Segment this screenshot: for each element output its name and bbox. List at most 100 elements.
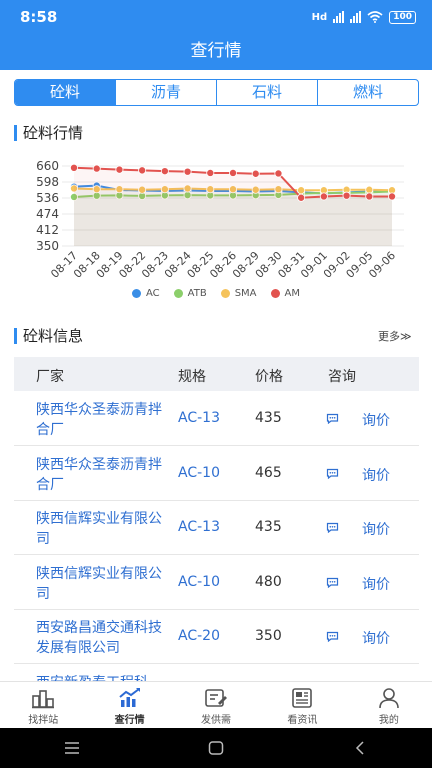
table-header: 厂家 规格 价格 咨询 — [14, 357, 419, 391]
chart-legend: AC ATB SMA AM — [0, 288, 432, 299]
info-section-title: 砼料信息 — [14, 327, 83, 345]
row-maker[interactable]: 陕西华众圣泰沥青拌合厂 — [36, 456, 162, 493]
data-point — [365, 185, 374, 194]
row-maker[interactable]: 陕西信辉实业有限公司 — [36, 565, 162, 602]
row-maker[interactable]: 陕西华众圣泰沥青拌合厂 — [36, 402, 162, 438]
data-point — [319, 192, 328, 201]
legend-label: SMA — [234, 288, 257, 299]
home-icon[interactable] — [208, 741, 224, 755]
market-section-title: 砼料行情 — [14, 124, 83, 142]
data-point — [160, 185, 169, 194]
row-spec: AC-10 — [178, 573, 220, 590]
table-row[interactable]: 西安路昌通交通科技发展有限公司 AC-20 350 询价 — [14, 610, 419, 664]
data-point — [138, 166, 147, 175]
data-point — [115, 185, 124, 194]
more-link[interactable]: 更多≫ — [378, 330, 412, 343]
data-point — [70, 192, 79, 201]
row-price: 435 — [255, 410, 282, 426]
data-point — [138, 185, 147, 194]
tab-concrete[interactable]: 砼料 — [15, 80, 116, 105]
y-tick-label: 598 — [36, 175, 59, 189]
table-row[interactable]: 陕西信辉实业有限公司 AC-10 480 询价 — [14, 556, 419, 610]
nav-item-post-demand[interactable]: 发供需 — [173, 682, 259, 728]
legend-item-ac[interactable]: AC — [132, 288, 160, 299]
data-point — [342, 191, 351, 200]
price-chart-svg: 66059853647441235008-1708-1808-1908-2208… — [36, 159, 404, 281]
legend-item-am[interactable]: AM — [270, 288, 300, 299]
data-point — [70, 184, 79, 193]
row-spec: AC-10 — [178, 464, 220, 481]
status-time: 8:58 — [20, 8, 58, 26]
nav-item-news[interactable]: 看资讯 — [259, 682, 345, 728]
legend-dot — [270, 289, 280, 298]
row-spec: AC-13 — [178, 410, 220, 426]
data-point — [92, 185, 101, 194]
legend-item-sma[interactable]: SMA — [220, 288, 257, 299]
data-point — [274, 169, 283, 178]
data-point — [251, 169, 260, 178]
inquiry-link[interactable]: 询价 — [362, 522, 390, 538]
signal-icon-2 — [350, 11, 362, 23]
data-point — [206, 168, 215, 177]
series-area-ac — [74, 185, 392, 246]
nav-item-profile[interactable]: 我的 — [346, 682, 432, 728]
nav-item-market[interactable]: 查行情 — [86, 682, 172, 728]
legend-label: AM — [284, 288, 300, 299]
wifi-icon — [367, 11, 383, 23]
series-area-am — [74, 167, 392, 246]
y-tick-label: 660 — [36, 159, 59, 173]
chat-icon[interactable] — [326, 468, 339, 479]
page-title: 查行情 — [0, 34, 432, 70]
user-icon — [379, 688, 399, 709]
category-tabs: 砼料 沥青 石料 燃料 — [14, 79, 419, 106]
tab-fuel[interactable]: 燃料 — [352, 83, 383, 101]
col-header-spec: 规格 — [178, 369, 206, 385]
series-area-sma — [74, 188, 392, 246]
table-row[interactable]: 陕西华众圣泰沥青拌合厂 AC-13 435 询价 — [14, 392, 419, 446]
legend-label: ATB — [187, 288, 207, 299]
legend-dot — [132, 289, 141, 298]
row-maker[interactable]: 西安路昌通交通科技发展有限公司 — [36, 620, 162, 656]
data-point — [160, 167, 169, 176]
row-spec: AC-20 — [178, 628, 220, 644]
row-price: 350 — [255, 628, 282, 644]
chat-icon[interactable] — [326, 522, 339, 533]
tab-asphalt[interactable]: 沥青 — [116, 80, 217, 105]
row-maker[interactable]: 陕西信辉实业有限公司 — [36, 511, 162, 547]
plant-icon — [32, 690, 55, 709]
menu-icon[interactable] — [64, 741, 80, 755]
legend-dot — [220, 289, 230, 298]
row-spec: AC-13 — [178, 519, 220, 535]
data-point — [228, 185, 237, 194]
x-tick-label: 09-06 — [366, 249, 398, 281]
data-point — [183, 167, 192, 176]
y-tick-label: 536 — [36, 191, 59, 205]
inquiry-link[interactable]: 询价 — [362, 413, 390, 429]
chat-icon[interactable] — [326, 413, 339, 424]
table-row[interactable]: 陕西华众圣泰沥青拌合厂 AC-10 465 询价 — [14, 447, 419, 501]
row-price: 480 — [255, 573, 282, 590]
system-nav-bar — [0, 728, 432, 768]
inquiry-link[interactable]: 询价 — [362, 467, 390, 484]
chat-icon[interactable] — [326, 631, 339, 642]
y-tick-label: 474 — [36, 207, 59, 221]
back-icon[interactable] — [352, 741, 368, 755]
chat-icon[interactable] — [326, 577, 339, 588]
tab-stone[interactable]: 石料 — [217, 80, 318, 105]
data-point — [387, 192, 396, 201]
nav-label: 找拌站 — [28, 715, 59, 726]
col-header-price: 价格 — [255, 369, 283, 385]
news-icon — [292, 688, 313, 708]
row-price: 465 — [255, 464, 282, 481]
y-tick-label: 412 — [36, 223, 59, 237]
nav-item-find-plant[interactable]: 找拌站 — [0, 682, 86, 728]
data-point — [70, 163, 79, 172]
inquiry-link[interactable]: 询价 — [362, 631, 390, 647]
data-point — [274, 185, 283, 194]
table-row[interactable]: 陕西信辉实业有限公司 AC-13 435 询价 — [14, 501, 419, 555]
chart-icon — [118, 688, 140, 707]
legend-dot — [173, 289, 183, 298]
legend-item-atb[interactable]: ATB — [173, 288, 207, 299]
nav-label: 我的 — [378, 715, 399, 726]
inquiry-link[interactable]: 询价 — [362, 576, 390, 593]
